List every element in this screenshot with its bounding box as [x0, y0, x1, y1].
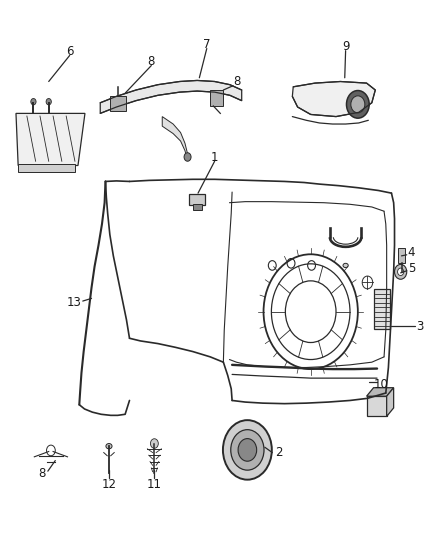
Bar [210, 90, 223, 106]
Ellipse shape [343, 263, 348, 268]
Circle shape [395, 264, 407, 279]
Circle shape [346, 91, 369, 118]
Text: 13: 13 [67, 296, 81, 309]
Circle shape [231, 430, 264, 470]
Bar [374, 289, 390, 329]
Text: 2: 2 [276, 446, 283, 459]
Polygon shape [162, 117, 187, 160]
Bar [398, 248, 405, 263]
Circle shape [31, 99, 36, 105]
Text: 8: 8 [148, 55, 155, 68]
Circle shape [238, 439, 257, 461]
Bar [189, 193, 205, 205]
Bar [193, 204, 201, 209]
Text: 1: 1 [211, 151, 219, 164]
Ellipse shape [106, 443, 112, 449]
Bar [18, 164, 75, 172]
Bar [110, 96, 126, 111]
Polygon shape [100, 80, 242, 114]
Circle shape [46, 99, 51, 105]
Polygon shape [16, 114, 85, 165]
Text: 6: 6 [66, 45, 74, 58]
Text: 8: 8 [39, 467, 46, 480]
Polygon shape [387, 387, 394, 416]
Text: 10: 10 [374, 378, 389, 391]
Text: 3: 3 [416, 320, 424, 333]
Circle shape [223, 420, 272, 480]
Text: 9: 9 [342, 40, 350, 53]
Circle shape [398, 268, 404, 276]
Text: 8: 8 [233, 75, 240, 88]
Text: 7: 7 [203, 38, 211, 51]
Polygon shape [292, 82, 375, 117]
Circle shape [150, 439, 158, 448]
Text: 4: 4 [407, 246, 415, 259]
Circle shape [351, 96, 365, 113]
Text: 11: 11 [147, 478, 162, 491]
Polygon shape [367, 387, 394, 396]
Circle shape [184, 153, 191, 161]
Text: 5: 5 [408, 262, 416, 275]
Bar [367, 396, 387, 416]
Text: 12: 12 [102, 478, 117, 491]
